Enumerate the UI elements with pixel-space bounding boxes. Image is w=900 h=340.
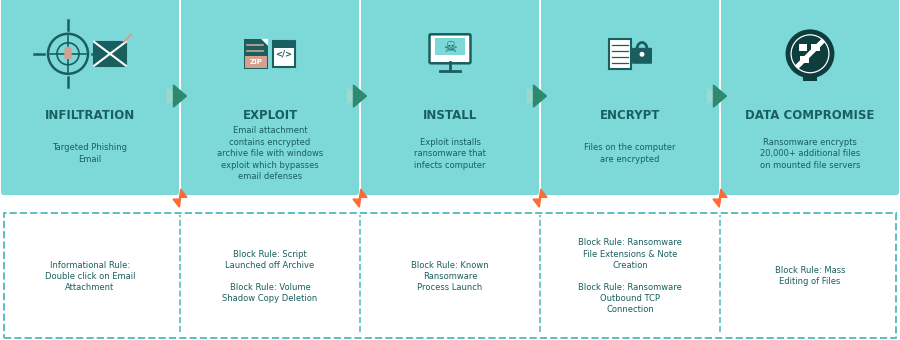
Polygon shape <box>714 85 726 107</box>
Polygon shape <box>533 189 547 207</box>
FancyBboxPatch shape <box>273 41 295 48</box>
FancyBboxPatch shape <box>609 39 631 69</box>
Circle shape <box>65 47 72 54</box>
Polygon shape <box>261 39 268 46</box>
FancyBboxPatch shape <box>181 0 359 195</box>
FancyBboxPatch shape <box>94 42 126 66</box>
FancyBboxPatch shape <box>804 76 816 81</box>
FancyBboxPatch shape <box>541 0 719 195</box>
FancyBboxPatch shape <box>429 34 471 63</box>
FancyBboxPatch shape <box>811 44 815 46</box>
FancyBboxPatch shape <box>798 44 803 46</box>
Text: Informational Rule:
Double click on Email
Attachment: Informational Rule: Double click on Emai… <box>45 261 135 292</box>
Polygon shape <box>354 85 366 107</box>
FancyBboxPatch shape <box>4 212 896 338</box>
Polygon shape <box>167 88 181 104</box>
Polygon shape <box>534 85 546 107</box>
Polygon shape <box>713 189 727 207</box>
Text: ☠: ☠ <box>443 40 457 55</box>
Text: ZIP: ZIP <box>249 59 263 65</box>
Polygon shape <box>173 189 187 207</box>
Text: Email attachment
contains encrypted
archive file with windows
exploit which bypa: Email attachment contains encrypted arch… <box>217 126 323 181</box>
Text: Block Rule: Known
Ransomware
Process Launch: Block Rule: Known Ransomware Process Lau… <box>411 261 489 292</box>
FancyBboxPatch shape <box>273 41 295 67</box>
Text: DATA COMPROMISE: DATA COMPROMISE <box>745 109 875 122</box>
FancyBboxPatch shape <box>361 0 539 195</box>
Text: </>: </> <box>275 49 292 58</box>
Text: Block Rule: Script
Launched off Archive

Block Rule: Volume
Shadow Copy Deletion: Block Rule: Script Launched off Archive … <box>222 250 318 303</box>
FancyBboxPatch shape <box>798 44 807 51</box>
FancyBboxPatch shape <box>1 0 179 195</box>
FancyBboxPatch shape <box>721 0 899 195</box>
FancyBboxPatch shape <box>245 56 267 68</box>
Polygon shape <box>347 88 361 104</box>
Polygon shape <box>174 85 186 107</box>
FancyBboxPatch shape <box>807 74 813 79</box>
FancyBboxPatch shape <box>436 38 464 55</box>
Text: Ransomware encrypts
20,000+ additional files
on mounted file servers: Ransomware encrypts 20,000+ additional f… <box>760 138 860 170</box>
FancyBboxPatch shape <box>632 48 652 64</box>
Text: Exploit installs
ransomware that
infects computer: Exploit installs ransomware that infects… <box>414 138 486 170</box>
Text: Block Rule: Mass
Editing of Files: Block Rule: Mass Editing of Files <box>775 266 845 286</box>
Text: INFILTRATION: INFILTRATION <box>45 109 135 122</box>
Text: Files on the computer
are encrypted: Files on the computer are encrypted <box>584 143 676 164</box>
Polygon shape <box>353 189 367 207</box>
Polygon shape <box>289 41 295 47</box>
Text: EXPLOIT: EXPLOIT <box>242 109 298 122</box>
Circle shape <box>788 32 832 76</box>
FancyBboxPatch shape <box>65 50 72 59</box>
Circle shape <box>640 52 644 57</box>
Text: INSTALL: INSTALL <box>423 109 477 122</box>
Polygon shape <box>527 88 541 104</box>
Text: ENCRYPT: ENCRYPT <box>599 109 661 122</box>
FancyBboxPatch shape <box>811 44 820 51</box>
FancyBboxPatch shape <box>800 56 805 58</box>
Text: Block Rule: Ransomware
File Extensions & Note
Creation

Block Rule: Ransomware
O: Block Rule: Ransomware File Extensions &… <box>578 238 682 314</box>
FancyBboxPatch shape <box>244 39 268 69</box>
Text: Targeted Phishing
Email: Targeted Phishing Email <box>52 143 128 164</box>
FancyBboxPatch shape <box>800 56 809 63</box>
Polygon shape <box>707 88 721 104</box>
